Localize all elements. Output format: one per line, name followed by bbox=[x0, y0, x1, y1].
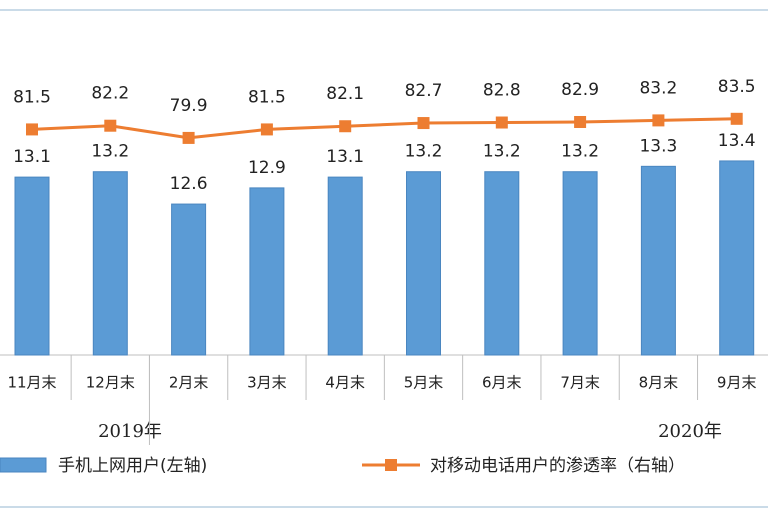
x-tick-label: 12月末 bbox=[86, 374, 135, 392]
bar-value-label: 13.4 bbox=[718, 131, 756, 151]
x-tick-label: 6月末 bbox=[482, 374, 522, 392]
line-value-label: 82.2 bbox=[91, 84, 129, 104]
bar-value-label: 12.6 bbox=[170, 174, 208, 194]
bar bbox=[171, 203, 207, 356]
line-value-label: 82.1 bbox=[326, 84, 364, 104]
line-value-label: 82.7 bbox=[405, 81, 443, 101]
bar-value-label: 13.2 bbox=[405, 142, 443, 162]
frame bbox=[0, 9, 768, 508]
bar-value-label: 13.1 bbox=[13, 147, 51, 167]
line bbox=[31, 117, 737, 140]
line-marker bbox=[104, 119, 117, 132]
bar-value-label: 13.2 bbox=[483, 142, 521, 162]
line-marker bbox=[730, 112, 743, 125]
bar-value-label: 13.1 bbox=[326, 147, 364, 167]
bar bbox=[562, 171, 598, 356]
bar-value-label: 12.9 bbox=[248, 158, 286, 178]
x-tick-label: 4月末 bbox=[325, 374, 365, 392]
x-tick-label: 3月末 bbox=[247, 374, 287, 392]
x-tick-label: 11月末 bbox=[7, 374, 56, 392]
line-value-label: 82.8 bbox=[483, 81, 521, 101]
line-value-label: 81.5 bbox=[13, 87, 51, 107]
x-tick-label: 7月末 bbox=[560, 374, 600, 392]
legend-swatch bbox=[0, 457, 47, 473]
line-value-label: 83.2 bbox=[639, 78, 677, 98]
bar bbox=[249, 187, 285, 356]
line-marker bbox=[495, 116, 508, 129]
line-marker bbox=[652, 114, 665, 127]
bar bbox=[719, 160, 755, 356]
x-tick-label: 2月末 bbox=[169, 374, 209, 392]
line-marker bbox=[26, 123, 38, 136]
legend-marker bbox=[385, 459, 397, 471]
bar-value-label: 13.3 bbox=[639, 136, 677, 156]
line-marker bbox=[182, 131, 195, 144]
line-value-label: 81.5 bbox=[248, 87, 286, 107]
line-value-label: 82.9 bbox=[561, 80, 599, 100]
bar-value-label: 13.2 bbox=[91, 142, 129, 162]
bar bbox=[406, 171, 441, 356]
bar bbox=[484, 171, 520, 356]
line-marker bbox=[339, 120, 352, 133]
bar bbox=[92, 171, 128, 356]
line-value-label: 83.5 bbox=[718, 77, 756, 97]
line-marker bbox=[417, 117, 430, 130]
bar bbox=[327, 176, 363, 356]
x-tick-label: 9月末 bbox=[717, 374, 757, 392]
group-label: 2020年 bbox=[658, 421, 722, 442]
bar bbox=[640, 165, 676, 356]
bar-value-label: 13.2 bbox=[561, 142, 599, 162]
line-value-label: 79.9 bbox=[170, 96, 208, 116]
line-marker bbox=[260, 123, 273, 136]
x-tick-label: 5月末 bbox=[404, 374, 444, 392]
legend-label: 对移动电话用户的渗透率（右轴） bbox=[430, 456, 685, 476]
group-label: 2019年 bbox=[98, 421, 162, 442]
line-marker bbox=[574, 115, 587, 128]
x-tick-label: 8月末 bbox=[639, 374, 679, 392]
bar bbox=[14, 176, 50, 356]
legend-label: 手机上网用户(左轴) bbox=[58, 456, 207, 476]
